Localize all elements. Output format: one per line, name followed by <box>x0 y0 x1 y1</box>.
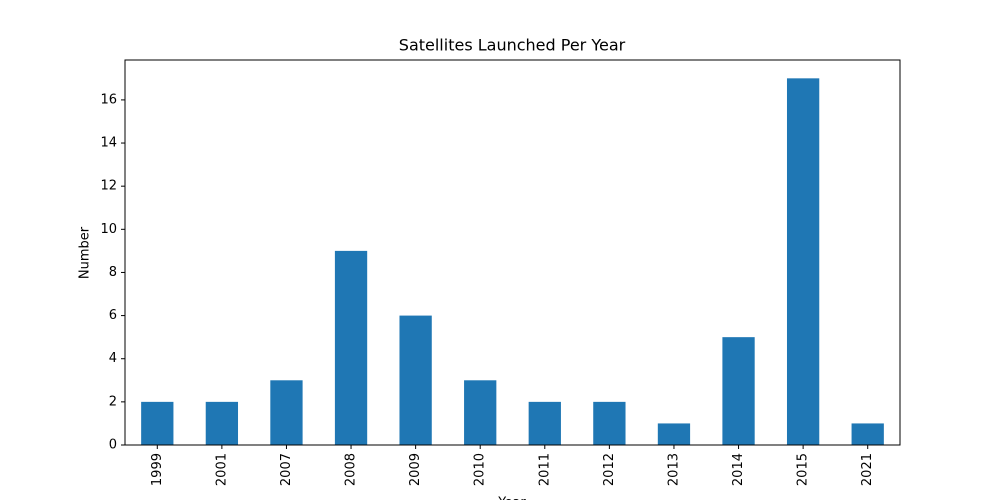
bar <box>270 380 303 445</box>
y-tick-label: 10 <box>100 222 117 237</box>
x-tick-label: 2011 <box>537 453 552 486</box>
x-axis-label: Year <box>497 496 526 500</box>
y-tick-label: 8 <box>109 265 117 280</box>
bar <box>593 401 626 445</box>
x-tick-label: 2012 <box>602 453 617 486</box>
chart-title: Satellites Launched Per Year <box>399 36 626 55</box>
plot-frame <box>124 59 901 446</box>
bar <box>334 250 368 445</box>
bar <box>786 78 820 445</box>
x-tick-label: 2008 <box>344 453 359 486</box>
y-tick-label: 0 <box>109 438 117 453</box>
bar <box>399 315 432 445</box>
bar <box>851 423 884 445</box>
y-tick-label: 16 <box>100 92 117 107</box>
x-tick-label: 2007 <box>279 453 294 486</box>
x-tick-label: 2009 <box>408 453 423 486</box>
bar <box>464 380 497 445</box>
y-axis-label: Number <box>78 226 93 279</box>
x-tick-label: 2021 <box>860 453 875 486</box>
y-tick-label: 14 <box>100 136 117 151</box>
bar <box>657 423 691 445</box>
y-tick-label: 12 <box>100 179 117 194</box>
bar <box>141 401 174 445</box>
y-tick-label: 4 <box>109 351 117 366</box>
x-tick-label: 2013 <box>666 453 681 486</box>
x-tick-label: 2001 <box>214 453 229 486</box>
bar <box>722 337 755 445</box>
x-tick-label: 2014 <box>731 453 746 486</box>
y-tick-label: 2 <box>109 394 117 409</box>
x-tick-label: 2015 <box>796 453 811 486</box>
x-tick-label: 2010 <box>473 453 488 486</box>
x-tick-label: 1999 <box>150 453 165 486</box>
y-tick-label: 6 <box>109 308 117 323</box>
bar <box>528 401 561 445</box>
bar <box>205 401 239 445</box>
